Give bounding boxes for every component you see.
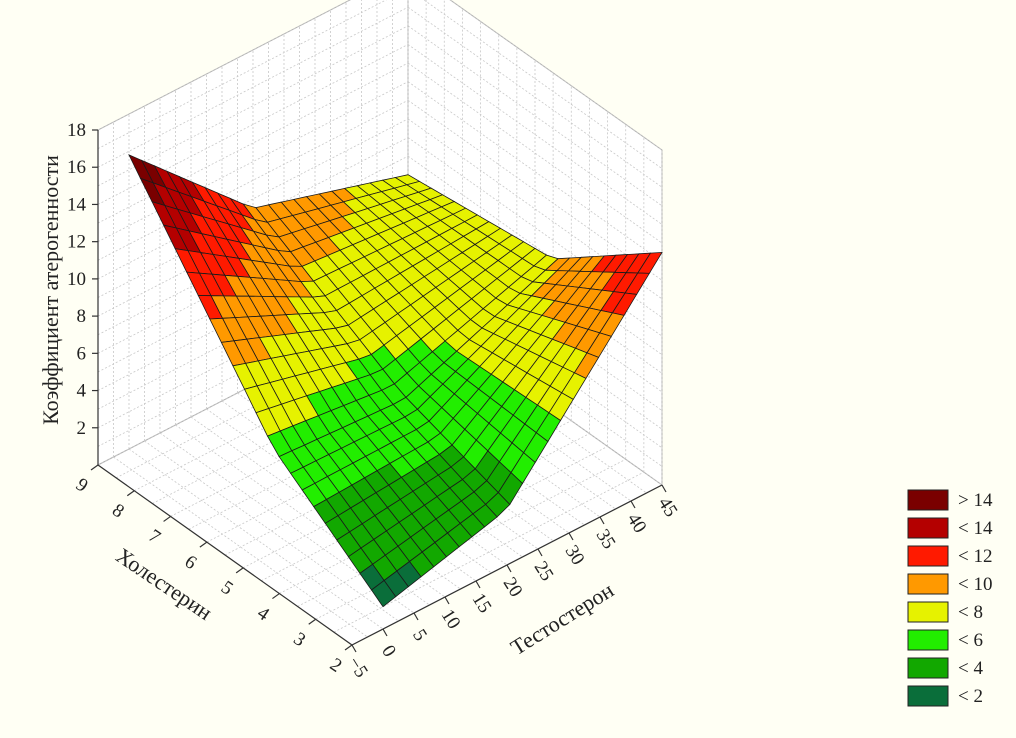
surface (128, 154, 663, 608)
legend-label: < 2 (958, 686, 983, 707)
x-tick-mark (661, 484, 667, 493)
x-tick-mark (599, 516, 605, 525)
x-tick-mark (475, 580, 481, 589)
y-tick-mark (235, 567, 244, 574)
legend-swatch (907, 573, 949, 595)
x-tick-mark (382, 628, 388, 637)
x-tick-label: 15 (468, 590, 496, 617)
x-tick-label: 10 (437, 606, 465, 633)
x-tick-label: −5 (343, 653, 372, 681)
y-tick-label: 7 (144, 525, 164, 548)
legend-label: < 14 (958, 518, 993, 539)
legend-label: < 12 (958, 546, 992, 567)
z-tick-label: 4 (77, 381, 87, 402)
z-tick-label: 6 (77, 343, 87, 364)
y-tick-mark (90, 464, 99, 471)
legend-swatch (907, 545, 949, 567)
x-tick-label: 5 (408, 626, 431, 645)
y-tick-label: 8 (108, 500, 128, 523)
legend: > 14 < 14 < 12 < 10 < 8 < 6 < 4 < 2 (907, 489, 993, 707)
x-tick-label: 30 (561, 542, 589, 569)
y-tick-mark (199, 541, 208, 548)
z-tick-label: 18 (67, 120, 86, 141)
legend-swatch (907, 601, 949, 623)
y-tick-mark (163, 515, 171, 522)
y-tick-label: 4 (253, 603, 273, 626)
y-tick-label: 6 (181, 551, 201, 574)
x-tick-mark (444, 596, 450, 605)
y-axis-line (97, 464, 353, 646)
legend-label: < 4 (958, 658, 983, 679)
x-tick-label: 35 (592, 526, 620, 553)
y-tick-mark (344, 644, 353, 651)
z-tick-label: 8 (77, 306, 87, 327)
z-tick-label: 16 (67, 157, 86, 178)
legend-label: < 10 (958, 574, 992, 595)
y-tick-mark (126, 490, 135, 497)
legend-label: < 8 (958, 602, 983, 623)
legend-label: > 14 (958, 490, 993, 511)
x-tick-label: 25 (530, 558, 558, 585)
y-axis-title: Холестерин (112, 543, 218, 625)
x-tick-mark (351, 644, 357, 653)
legend-swatch (907, 489, 949, 511)
surface-cell (370, 579, 397, 608)
legend-swatch (907, 629, 949, 651)
legend-swatch (907, 517, 949, 539)
x-tick-mark (630, 500, 636, 509)
z-tick-label: 10 (67, 269, 86, 290)
y-tick-mark (272, 593, 280, 600)
x-tick-label: 40 (623, 510, 651, 537)
z-tick-label: 14 (67, 194, 87, 215)
legend-swatch (907, 685, 949, 707)
y-tick-mark (308, 618, 317, 625)
y-tick-label: 3 (290, 628, 310, 651)
x-tick-mark (537, 548, 543, 557)
axes (90, 129, 667, 653)
y-tick-label: 5 (217, 577, 237, 600)
x-tick-mark (506, 564, 512, 573)
x-tick-mark (568, 532, 574, 541)
y-tick-label: 9 (72, 474, 92, 497)
y-tick-label: 2 (326, 654, 346, 677)
x-tick-label: 20 (499, 574, 527, 601)
legend-label: < 6 (958, 630, 983, 651)
z-tick-label: 12 (67, 232, 86, 253)
x-tick-label: 45 (654, 494, 682, 521)
z-tick-label: 2 (77, 418, 87, 439)
x-tick-mark (413, 612, 419, 621)
x-tick-label: 0 (377, 642, 400, 661)
legend-swatch (907, 657, 949, 679)
z-axis-title: Коэффициент атерогенности (38, 155, 63, 425)
